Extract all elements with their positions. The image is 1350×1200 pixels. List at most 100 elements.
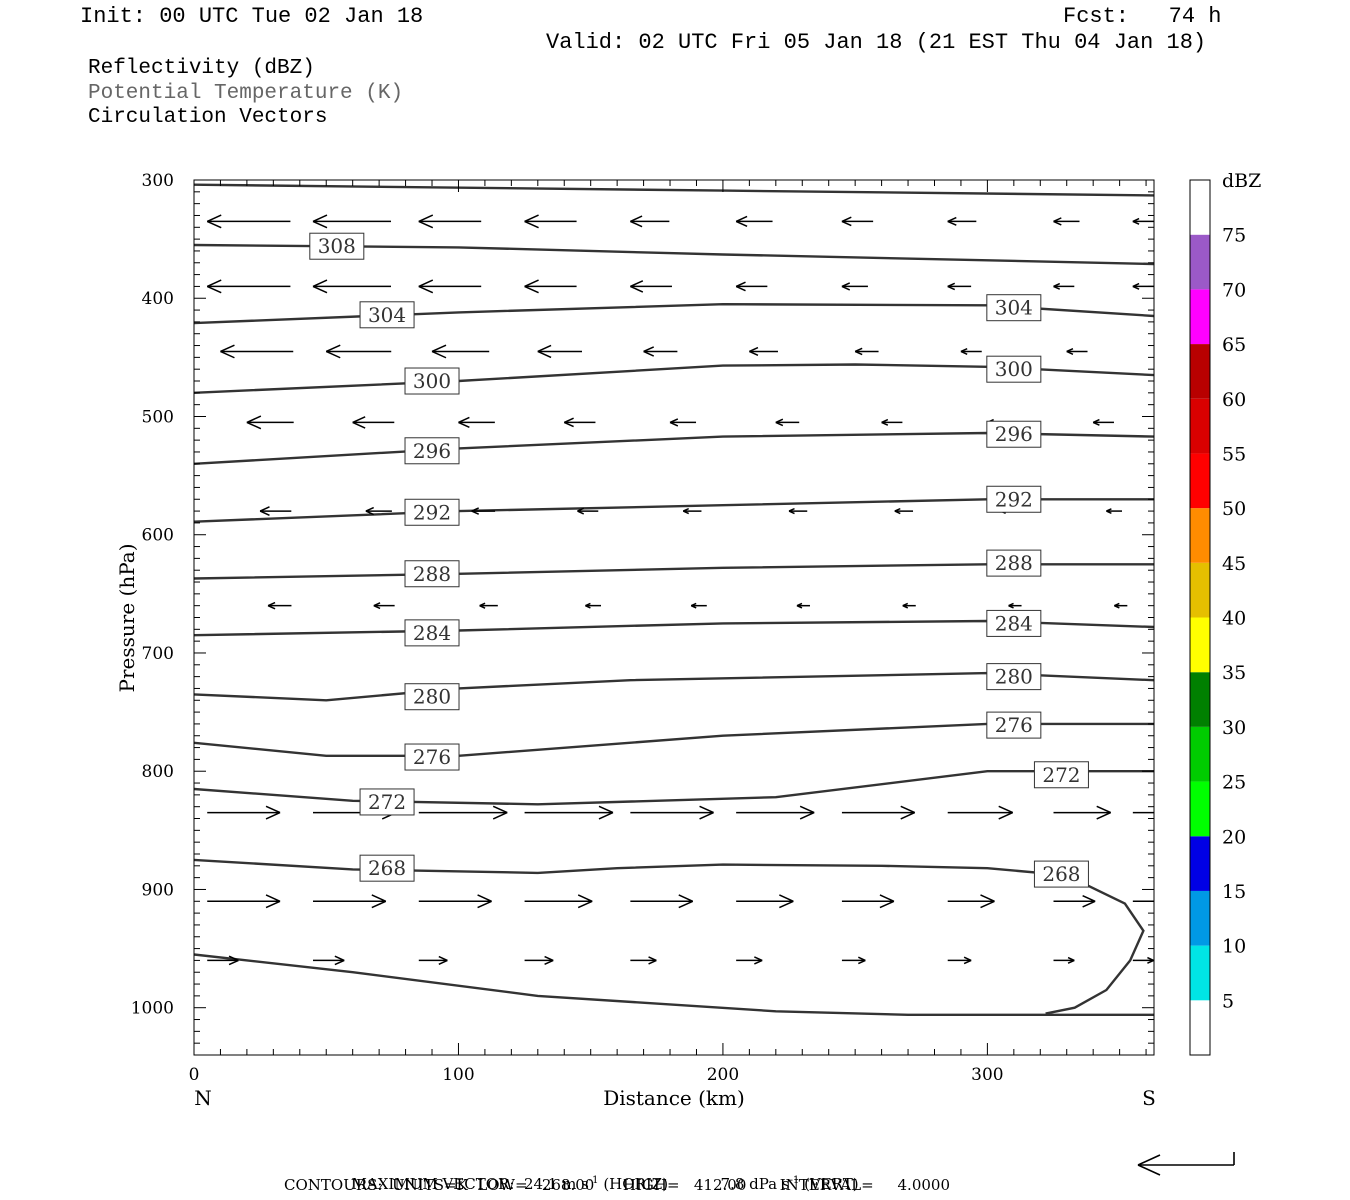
colorbar-tick-label: 45: [1222, 553, 1246, 575]
colorbar-swatch: [1190, 1000, 1210, 1055]
contour-labels: 308 304 304 300 300 296 296 292 292 288 288 284 284 2…: [309, 232, 1089, 888]
circulation-vector: [1053, 956, 1075, 964]
x-tick-label: 300: [971, 1065, 1003, 1085]
vert-exponent: -1: [789, 1175, 800, 1186]
circulation-vector: [1053, 894, 1096, 908]
theta-contour-308: [194, 183, 1154, 197]
svg-text:276: 276: [413, 745, 451, 769]
vert-tag: (VERT): [804, 1175, 859, 1193]
circulation-vector: [246, 415, 294, 430]
colorbar-tick-label: 75: [1222, 225, 1246, 247]
circulation-vector: [563, 417, 596, 428]
circulation-vector: [690, 602, 707, 609]
svg-text:276: 276: [995, 713, 1033, 737]
circulation-vector: [775, 418, 800, 427]
circulation-vector: [630, 215, 670, 228]
contour-label-284: 284: [986, 609, 1042, 637]
colorbar-swatch: [1190, 453, 1210, 509]
circulation-vector: [418, 214, 482, 229]
svg-text:308: 308: [318, 234, 356, 258]
circulation-vector: [577, 507, 599, 515]
circulation-vector: [524, 955, 554, 965]
circulation-vector: [1053, 217, 1080, 226]
contour-label-292: 292: [404, 498, 460, 526]
y-tick-label: 900: [142, 880, 174, 900]
circulation-vector: [881, 418, 903, 426]
svg-text:268: 268: [368, 856, 406, 880]
circulation-vector: [1008, 602, 1022, 609]
circulation-vector: [854, 347, 879, 356]
theta-contour-272: [194, 770, 1154, 806]
colorbar-unit: dBZ: [1222, 170, 1261, 192]
circulation-vector: [537, 344, 583, 359]
contour-label-284: 284: [404, 619, 460, 647]
contour-label-272: 272: [359, 788, 415, 816]
circulation-vector: [841, 805, 916, 820]
svg-text:268: 268: [1042, 862, 1080, 886]
max-vector-vert: 7.8 dPa s: [720, 1175, 790, 1193]
y-tick-label: 400: [142, 289, 174, 309]
colorbar-tick-label: 15: [1222, 881, 1246, 903]
svg-text:296: 296: [995, 422, 1033, 446]
y-tick-label: 1000: [131, 999, 174, 1019]
circulation-vector: [960, 347, 982, 355]
svg-text:272: 272: [368, 790, 406, 814]
circulation-vector: [947, 282, 972, 291]
circulation-vector: [585, 602, 602, 609]
svg-text:304: 304: [368, 303, 406, 327]
contour-label-280: 280: [404, 683, 460, 711]
circulation-vector: [630, 805, 714, 820]
circulation-vector: [313, 894, 387, 909]
colorbar-swatch: [1190, 726, 1210, 782]
circulation-vector: [431, 344, 490, 359]
circulation-vector: [220, 344, 294, 359]
circulation-vector: [669, 418, 697, 427]
circulation-vector: [630, 956, 657, 965]
contour-label-288: 288: [986, 549, 1042, 577]
contour-label-280: 280: [986, 663, 1042, 691]
colorbar-swatch: [1190, 890, 1210, 946]
svg-text:300: 300: [413, 369, 451, 393]
circulation-vector: [524, 805, 614, 820]
circulation-vector: [1053, 282, 1075, 290]
svg-text:284: 284: [413, 621, 451, 645]
colorbar-swatch: [1190, 180, 1210, 235]
colorbar-swatch: [1190, 289, 1210, 345]
circulation-vector: [749, 346, 778, 356]
y-tick-label: 800: [142, 762, 174, 782]
theta-contour-296: [194, 431, 1154, 465]
circulation-vector: [207, 894, 281, 909]
init-time: Init: 00 UTC Tue 02 Jan 18: [80, 4, 424, 29]
circulation-vector: [373, 602, 395, 610]
colorbar-swatch: [1190, 234, 1210, 290]
colorbar-tick-label: 55: [1222, 443, 1246, 465]
max-vector-horiz: 24.1 m s: [523, 1175, 589, 1193]
colorbar-swatch: [1190, 344, 1210, 399]
y-tick-label: 600: [142, 526, 174, 546]
legend-circulation-vectors: Circulation Vectors: [88, 106, 328, 129]
reference-vector-icon: [1137, 1152, 1235, 1176]
circulation-vector: [682, 507, 702, 515]
circulation-vector: [524, 214, 577, 229]
circulation-vector: [1053, 805, 1112, 820]
colorbar-tick-label: 30: [1222, 717, 1246, 739]
colorbar-swatch: [1190, 617, 1210, 673]
contours-info: CONTOURS: UNITS=K LOW= 268.00 HIGH= 412.…: [284, 1176, 950, 1194]
contour-label-300: 300: [404, 367, 460, 395]
circulation-vector: [841, 956, 866, 965]
contour-label-300: 300: [986, 355, 1042, 383]
circulation-vector: [312, 214, 392, 229]
svg-text:292: 292: [413, 500, 451, 524]
contour-label-304: 304: [359, 301, 415, 329]
contour-label-296: 296: [404, 437, 460, 465]
circulation-vector: [259, 506, 292, 516]
axis-ticks: 300 400 500 600 700 800 900 1000 0 100 200 300: [131, 171, 1154, 1085]
svg-text:292: 292: [995, 487, 1033, 511]
circulation-vector: [206, 214, 291, 229]
circulation-vector: [1092, 418, 1114, 426]
colorbar-tick-label: 35: [1222, 662, 1246, 684]
colorbar-tick-label: 40: [1222, 608, 1246, 630]
max-vector-label: MAXIMUM VECTOR:: [351, 1175, 515, 1193]
colorbar-swatch: [1190, 836, 1210, 891]
